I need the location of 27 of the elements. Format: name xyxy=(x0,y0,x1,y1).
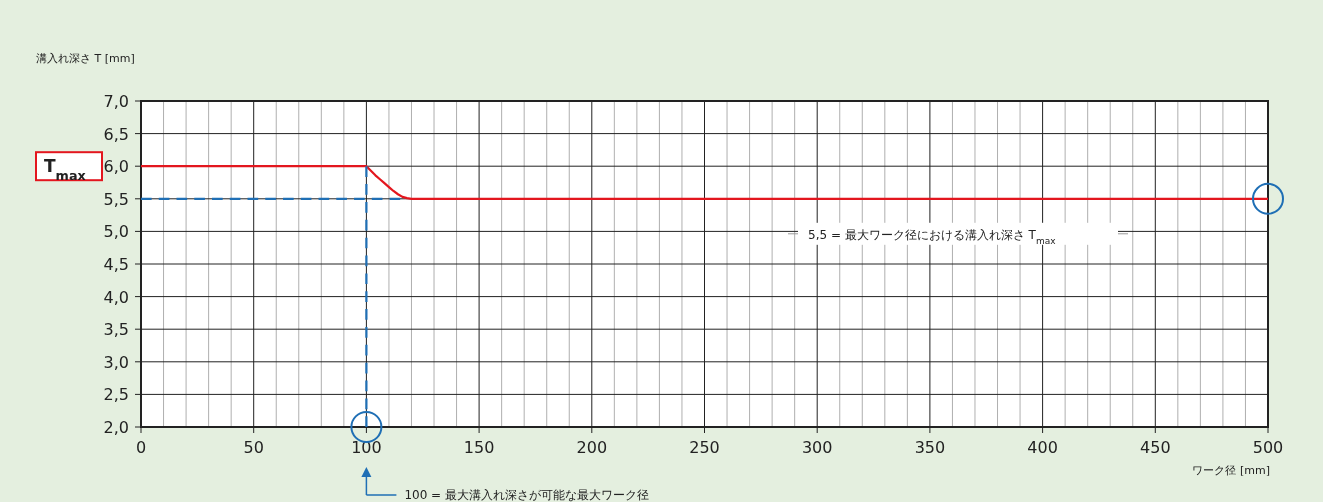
x-tick-label: 100 xyxy=(351,438,382,457)
x-tick-label: 150 xyxy=(463,438,495,457)
x-tick-label: 300 xyxy=(801,438,833,457)
text: T$_{max}$ xyxy=(44,156,87,183)
y-tick-label: 6,5 xyxy=(103,124,129,144)
x-tick-label: 450 xyxy=(1140,438,1171,457)
x-tick-label: 250 xyxy=(689,438,720,457)
y-tick-label: 4,5 xyxy=(103,255,129,274)
y-tick-label: 5,0 xyxy=(103,222,129,242)
y-tick-label: 2,0 xyxy=(103,418,129,437)
x-tick-label: 500 xyxy=(1252,438,1284,457)
y-axis-title: 溝入れ深さ T [mm] xyxy=(36,52,135,65)
y-tick-label: 3,0 xyxy=(103,352,129,372)
x-tick-label: 200 xyxy=(576,438,608,457)
y-tick-label: 4,0 xyxy=(103,287,129,307)
y-tick-label: 2,5 xyxy=(103,385,129,405)
x-tick-label: 50 xyxy=(243,438,264,457)
x-tick-label: 400 xyxy=(1027,438,1058,457)
x-tick-label: 350 xyxy=(914,438,946,457)
y-tick-label: 3,5 xyxy=(103,320,129,340)
annotation: 5,5 = 最大ワーク径における溝入れ深さ T$_{max}$ xyxy=(808,227,1057,246)
y-tick-label: 5,5 xyxy=(103,189,129,209)
text: 100 = 最大溝入れ深さが可能な最大ワーク径 xyxy=(404,488,649,502)
x-axis-title: ワーク径 [mm] xyxy=(1192,464,1270,477)
x-tick-label: 0 xyxy=(135,438,147,457)
y-tick-label: 6,0 xyxy=(103,157,129,177)
y-tick-label: 7,0 xyxy=(103,92,129,111)
